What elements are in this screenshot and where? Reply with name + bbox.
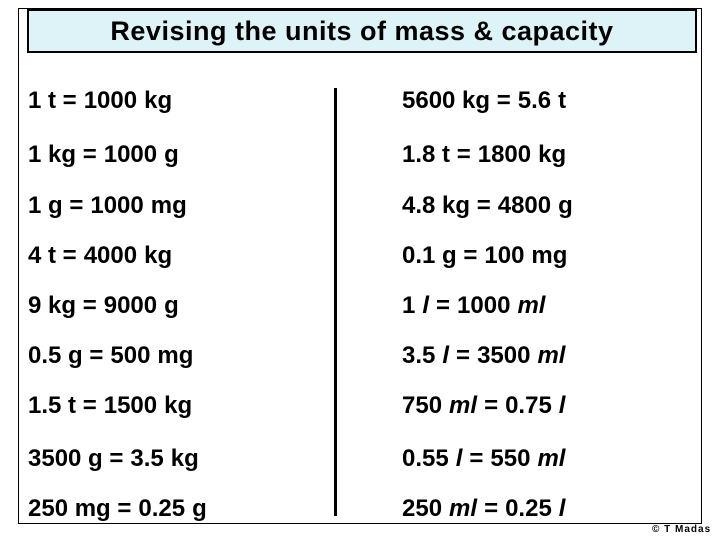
equation-part: 4000 [83, 242, 138, 269]
equation-part: l [558, 392, 566, 419]
equation-row: 9 kg = 9000 g [28, 291, 186, 321]
equation-part: 0.25 [505, 495, 552, 522]
equation-part: 250 [402, 495, 443, 522]
equation-row: 1 t = 1000 kg [28, 86, 179, 116]
equation-part: 1000 [83, 87, 138, 114]
equation-part: 3.5 [130, 445, 164, 472]
equation-part: kg [164, 392, 193, 419]
divider [334, 88, 337, 516]
equation-row: 1.5 t = 1500 kg [28, 391, 199, 421]
equation-part: = [456, 342, 471, 369]
equation-part: 1.5 t = [28, 392, 97, 419]
equation-part: 0.5 g = [28, 342, 104, 369]
equation-part: mg [531, 242, 568, 269]
equation-row: 1 kg = 1000 g [28, 140, 186, 170]
equation-part: 4.8 kg = [402, 192, 491, 219]
equation-part: 1 t = [28, 87, 77, 114]
equation-part: t [558, 87, 567, 114]
equation-part: l [455, 445, 463, 472]
equation-part: 0.25 [138, 495, 186, 522]
equation-part: 3500 g = [28, 445, 124, 472]
equation-part: ml [537, 342, 566, 369]
equation-part: 1 kg = [28, 141, 97, 168]
equation-part: 1800 [477, 141, 532, 168]
equation-part: 0.1 g = [402, 242, 478, 269]
equation-part: kg [170, 445, 199, 472]
footer: © T Madas [652, 524, 712, 535]
equation-part: 5600 kg = [402, 87, 511, 114]
equation-part: kg [144, 87, 173, 114]
equation-part: 100 [484, 242, 525, 269]
equation-part: 9000 [103, 292, 158, 319]
equation-row: 0.5 g = 500 mg [28, 341, 200, 371]
equation-row: 3.5 l = 3500 ml [402, 341, 572, 371]
equation-part: g [164, 141, 179, 168]
equation-part: 4800 [497, 192, 552, 219]
equation-part: g [192, 495, 207, 522]
equation-part: 1000 [90, 192, 144, 219]
equation-part: 3.5 [402, 342, 436, 369]
equation-part: g [164, 292, 179, 319]
equation-part: ml [537, 445, 566, 472]
equation-row: 0.55 l = 550 ml [402, 444, 572, 474]
equation-row: 1 l = 1000 ml [402, 291, 552, 321]
equation-part: ml [517, 292, 546, 319]
equation-part: 1.8 t = [402, 141, 471, 168]
equation-part: mg [150, 192, 187, 219]
equation-row: 1.8 t = 1800 kg [402, 140, 573, 170]
equation-part: g [558, 192, 573, 219]
equation-part: 1 [402, 292, 416, 319]
equation-part: 750 [402, 392, 443, 419]
equation-part: = [436, 292, 451, 319]
equation-part: = [484, 392, 499, 419]
equation-part: 500 [110, 342, 151, 369]
equation-part: 250 mg = [28, 495, 132, 522]
equation-part: 1000 [457, 292, 511, 319]
equation-row: 3500 g = 3.5 kg [28, 444, 206, 474]
equation-part: 4 t = [28, 242, 77, 269]
equation-part: ml [449, 495, 478, 522]
equation-part: = [484, 495, 499, 522]
equation-part: 0.75 [505, 392, 552, 419]
equation-part: kg [538, 141, 567, 168]
equation-row: 4 t = 4000 kg [28, 241, 179, 271]
equation-part: l [558, 495, 566, 522]
equation-part: = [469, 445, 484, 472]
equation-part: 1 g = [28, 192, 84, 219]
equation-part: 5.6 [517, 87, 552, 114]
equation-row: 4.8 kg = 4800 g [402, 191, 580, 221]
equation-part: 1000 [103, 141, 158, 168]
equation-part: l [442, 342, 450, 369]
equation-part: 1500 [103, 392, 158, 419]
equation-part: mg [157, 342, 194, 369]
frame [18, 8, 702, 524]
equation-part: 0.55 [402, 445, 449, 472]
equation-part: 9 kg = [28, 292, 97, 319]
equation-row: 250 ml = 0.25 l [402, 494, 572, 524]
title: Revising the units of mass & capacity [27, 9, 697, 53]
equation-part: 550 [490, 445, 531, 472]
equation-row: 250 mg = 0.25 g [28, 494, 214, 524]
equation-row: 5600 kg = 5.6 t [402, 86, 573, 116]
equation-part: l [422, 292, 430, 319]
equation-row: 1 g = 1000 mg [28, 191, 194, 221]
equation-part: kg [144, 242, 173, 269]
equation-row: 750 ml = 0.75 l [402, 391, 572, 421]
equation-part: 3500 [477, 342, 531, 369]
equation-part: ml [449, 392, 478, 419]
equation-row: 0.1 g = 100 mg [402, 241, 574, 271]
